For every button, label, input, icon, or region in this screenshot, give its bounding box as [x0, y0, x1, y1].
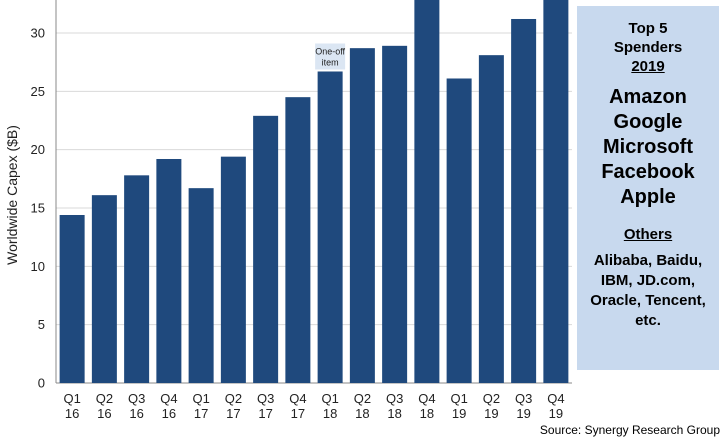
y-tick-label: 15 [31, 200, 45, 215]
x-tick-label: Q1 [321, 391, 338, 406]
x-tick-label: Q2 [96, 391, 113, 406]
panel-heading: Top 5 Spenders 2019 [577, 19, 719, 76]
x-tick-label: Q4 [160, 391, 177, 406]
source-note: Source: Synergy Research Group [539, 423, 720, 437]
bars [59, 0, 569, 384]
y-tick-label: 5 [38, 317, 45, 332]
x-tick-label: 19 [484, 406, 498, 421]
x-tick-label: 16 [162, 406, 176, 421]
x-tick-label: Q3 [257, 391, 274, 406]
x-tick-label: 16 [65, 406, 79, 421]
x-tick-label: Q1 [63, 391, 80, 406]
bar [253, 115, 279, 384]
x-tick-label: Q1 [450, 391, 467, 406]
annotation-box [315, 43, 346, 70]
bar [382, 45, 408, 383]
panel-heading-year: 2019 [631, 58, 665, 75]
bar [59, 214, 85, 383]
bar [349, 48, 375, 383]
x-tick-label: 19 [516, 406, 530, 421]
x-tick-label: 16 [97, 406, 111, 421]
x-tick-label: 18 [420, 406, 434, 421]
bar [285, 97, 311, 383]
y-tick-label: 20 [31, 142, 45, 157]
bar [543, 0, 569, 383]
x-tick-label: 18 [355, 406, 369, 421]
x-tick-label: 19 [452, 406, 466, 421]
spender-name: Facebook [601, 161, 695, 183]
spender-name: Apple [620, 186, 676, 208]
x-tick-label: Q2 [354, 391, 371, 406]
x-tick-label: Q3 [386, 391, 403, 406]
bar [478, 55, 504, 384]
panel-heading-line1: Top 5 [628, 20, 668, 37]
bar [124, 175, 150, 383]
x-tick-label: Q3 [128, 391, 145, 406]
bar [91, 195, 117, 383]
y-tick-label: 30 [31, 25, 45, 40]
x-tick-label: Q4 [418, 391, 435, 406]
bar [511, 18, 537, 384]
x-tick-label: 17 [194, 406, 208, 421]
x-tick-label: 17 [226, 406, 240, 421]
x-tick-label: 17 [291, 406, 305, 421]
x-tick-label: Q4 [547, 391, 564, 406]
x-tick-label: Q1 [192, 391, 209, 406]
x-tick-label: Q4 [289, 391, 306, 406]
x-tick-label: Q2 [225, 391, 242, 406]
x-tick-label: 17 [258, 406, 272, 421]
spender-name: Microsoft [603, 136, 693, 158]
bar [317, 71, 343, 384]
spender-name: Google [613, 111, 683, 133]
bar [188, 188, 214, 383]
others-list: Alibaba, Baidu, IBM, JD.com, Oracle, Ten… [590, 252, 706, 329]
x-tick-label: 19 [549, 406, 563, 421]
bar [446, 78, 472, 383]
top-spenders-list: Amazon Google Microsoft Facebook Apple [577, 85, 719, 210]
y-tick-label: 25 [31, 84, 45, 99]
top-spenders-panel: Top 5 Spenders 2019 Amazon Google Micros… [577, 6, 719, 370]
bar [414, 0, 440, 383]
panel-heading-line2: Spenders [613, 39, 683, 56]
annotations: One-off item [315, 43, 346, 70]
x-tick-label: 18 [387, 406, 401, 421]
y-tick-labels: 0 5 10 15 20 25 30 [31, 25, 45, 390]
x-tick-label: Q3 [515, 391, 532, 406]
y-tick-label: 10 [31, 259, 45, 274]
bar [220, 156, 246, 383]
y-tick-label: 0 [38, 376, 45, 391]
spender-name: Amazon [609, 86, 687, 108]
y-axis-label: Worldwide Capex ($B) [4, 125, 20, 265]
x-tick-label: Q2 [483, 391, 500, 406]
annotation-label: One-off item [315, 46, 345, 67]
bar [156, 158, 182, 383]
x-tick-label: 18 [323, 406, 337, 421]
others-heading: Others [623, 226, 673, 243]
x-tick-label: 16 [129, 406, 143, 421]
x-tick-labels: Q116Q216Q316Q416Q117Q217Q317Q417Q118Q218… [63, 391, 564, 421]
